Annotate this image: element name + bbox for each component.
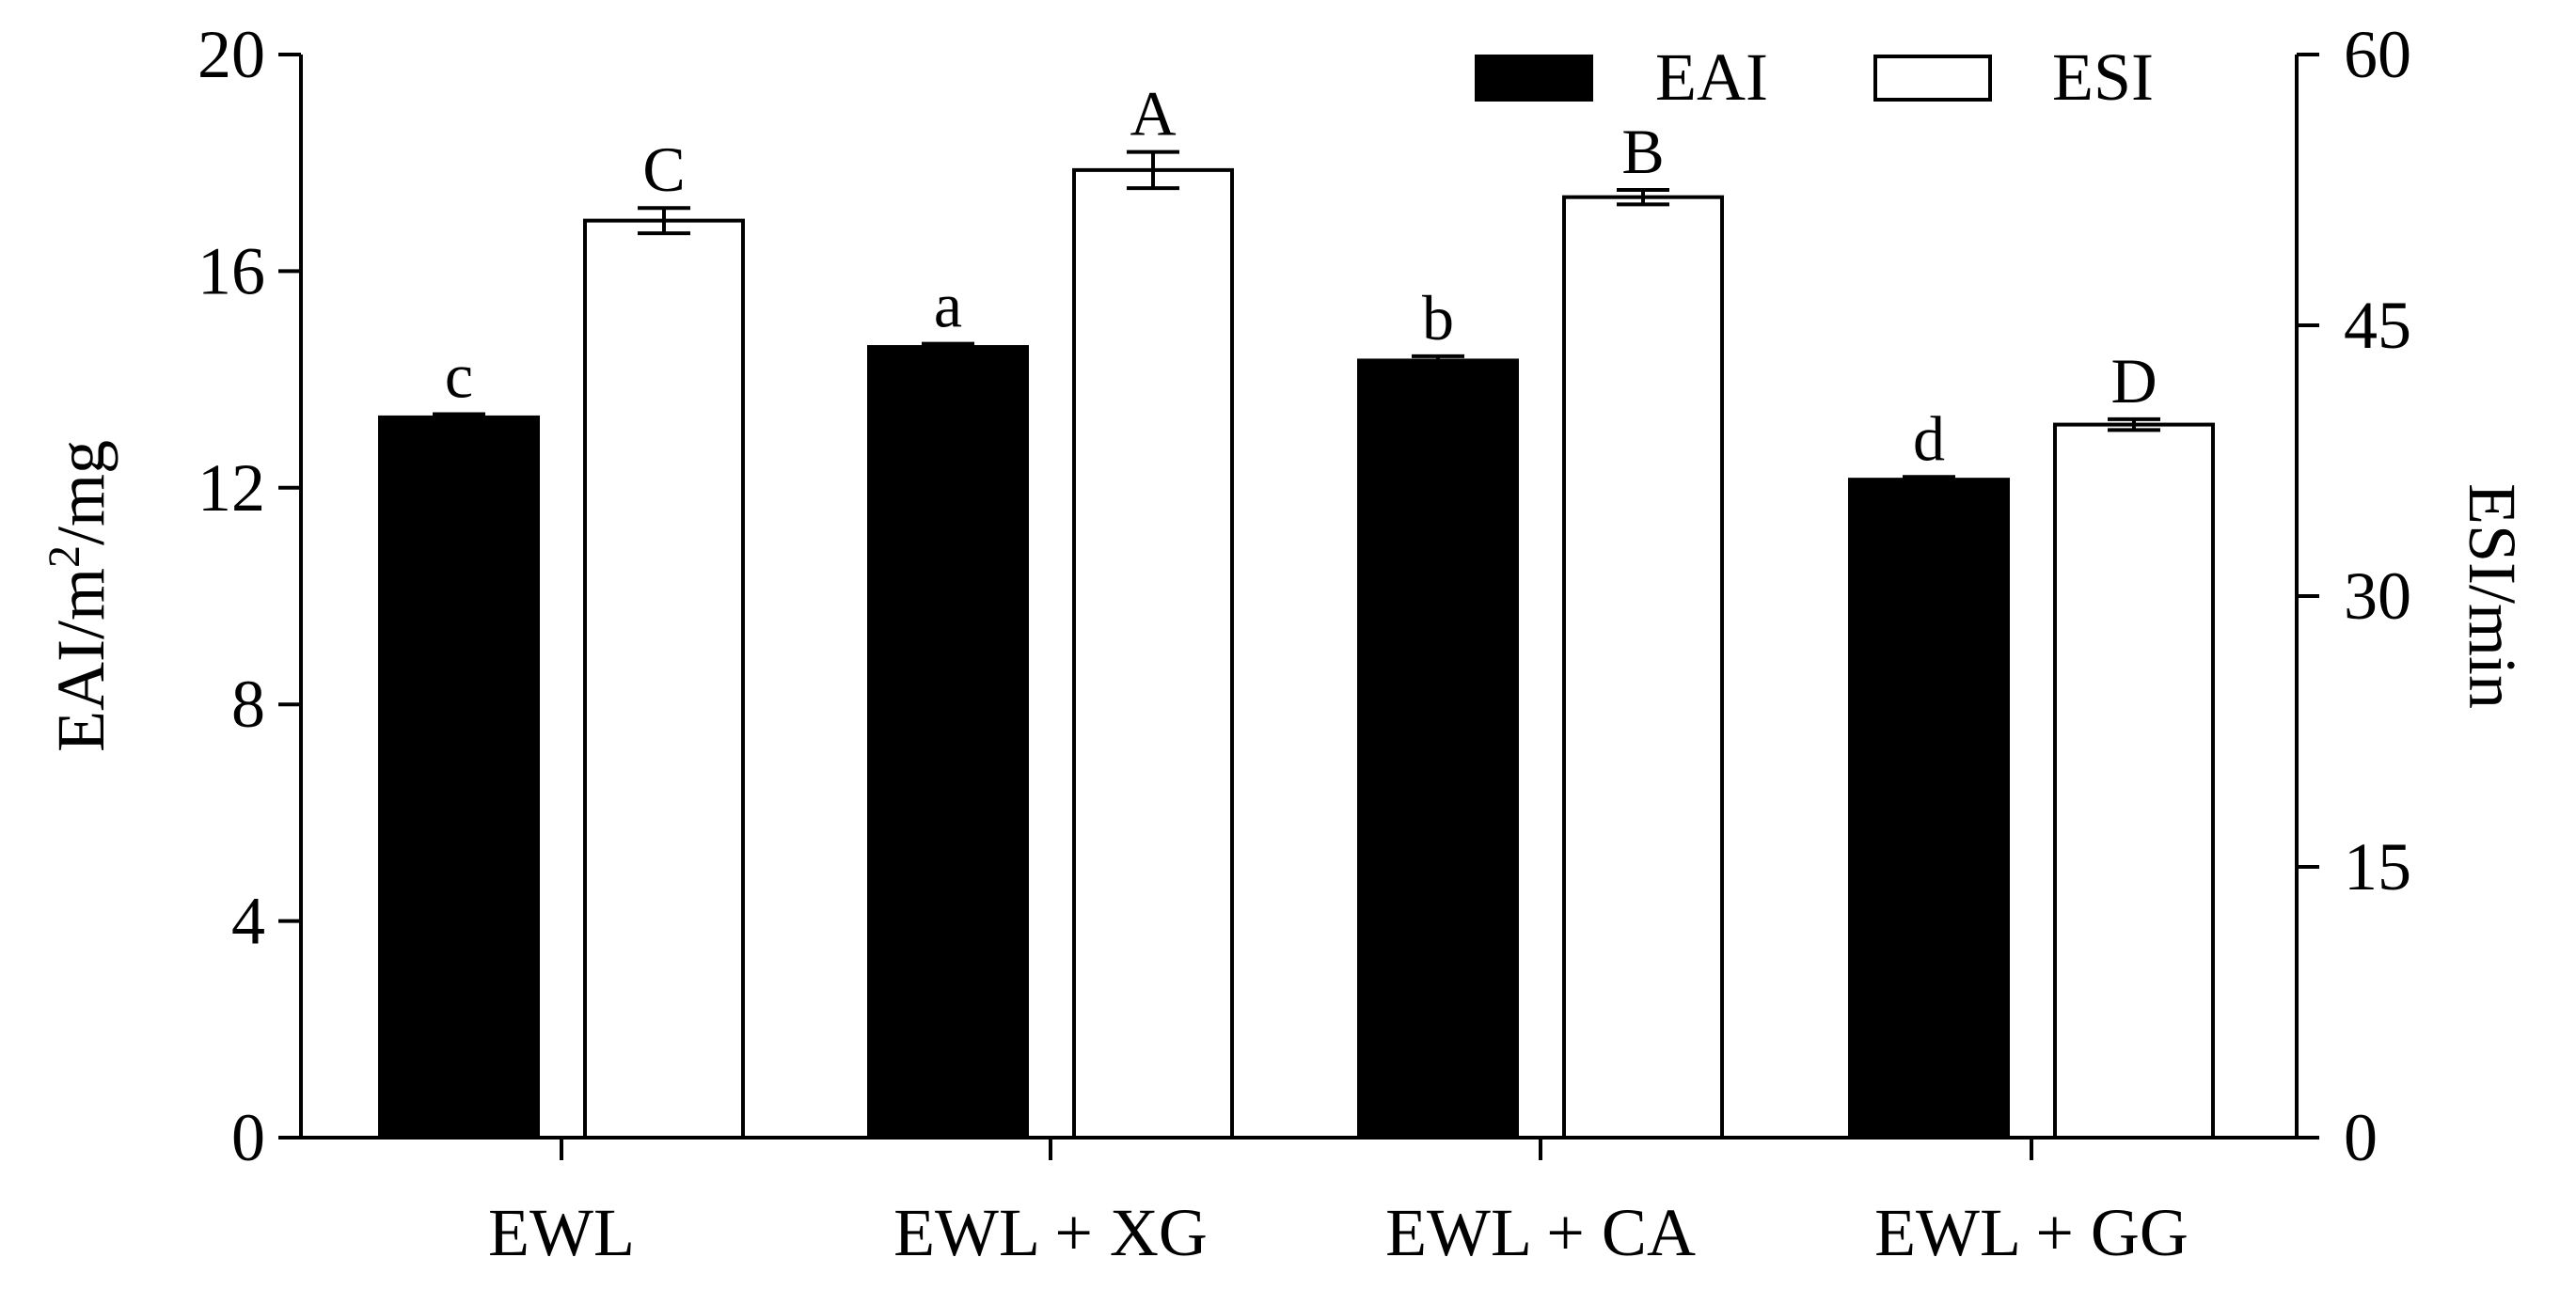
bar-esi	[1072, 167, 1234, 1140]
bar-eai	[1357, 358, 1519, 1140]
bars	[378, 149, 2215, 1140]
right-y-tick-label: 15	[2344, 829, 2411, 904]
significance-letter: d	[1913, 402, 1945, 474]
left-y-axis-title: EAI/m2/mg	[40, 440, 119, 752]
significance-letter: a	[934, 270, 962, 341]
significance-letter: b	[1422, 282, 1454, 354]
right-y-tick-label: 0	[2344, 1100, 2378, 1175]
right-y-tick-label: 30	[2344, 558, 2411, 634]
labels: 0 4 8 12 16 20 0 15 30 45 60 EWL EWL + XG EWL + CA EWL…	[40, 17, 2530, 1270]
left-y-tick-label: 0	[231, 1100, 265, 1175]
category-label: EWL + CA	[1385, 1195, 1696, 1270]
right-y-axis-title: ESI/min	[2455, 483, 2530, 709]
legend-swatch-esi	[1873, 55, 1992, 102]
bar-eai	[378, 415, 540, 1140]
left-y-tick-label: 20	[198, 17, 265, 92]
bar-esi	[2053, 422, 2215, 1140]
bar-esi	[1562, 195, 1724, 1140]
legend: EAI ESI	[1475, 39, 2154, 115]
legend-swatch-eai	[1475, 55, 1593, 102]
significance-letter: c	[445, 339, 473, 411]
significance-letter: A	[1130, 78, 1176, 149]
category-label: EWL + GG	[1874, 1195, 2189, 1270]
left-y-tick-label: 16	[198, 233, 265, 308]
left-y-tick-label: 4	[231, 884, 265, 959]
left-y-tick-label: 8	[231, 667, 265, 742]
category-label: EWL	[488, 1195, 635, 1270]
category-label: EWL + XG	[893, 1195, 1208, 1270]
legend-label: EAI	[1655, 39, 1768, 115]
right-y-tick-label: 60	[2344, 17, 2411, 92]
bar-eai	[1848, 478, 2010, 1140]
right-y-tick-label: 45	[2344, 288, 2411, 363]
significance-letter: B	[1621, 116, 1664, 187]
left-y-tick-label: 12	[198, 450, 265, 526]
legend-label: ESI	[2052, 39, 2154, 115]
significance-letter: D	[2110, 345, 2157, 417]
bar-esi	[583, 218, 745, 1140]
bar-eai	[867, 345, 1029, 1140]
significance-letter: C	[642, 134, 685, 205]
